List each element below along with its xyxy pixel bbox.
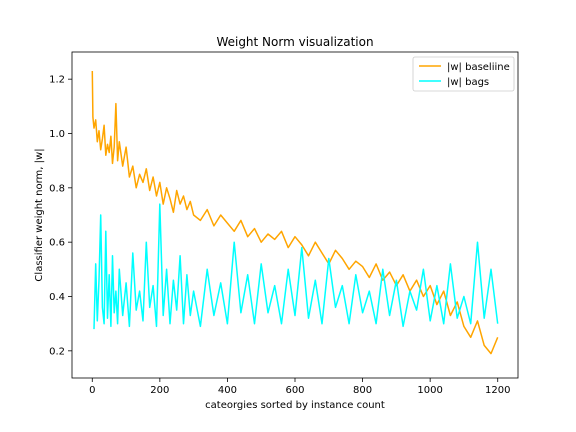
x-tick-label: 1200	[485, 385, 510, 396]
y-axis-label: Classifier weight norm, |w|	[34, 148, 45, 281]
series-line-0	[91, 70, 499, 355]
y-tick-label: 0.6	[49, 238, 65, 249]
x-tick-label: 400	[218, 385, 237, 396]
x-axis: 0 200 400 600 800 1000 1200	[89, 378, 510, 396]
chart-title: Weight Norm visualization	[216, 35, 373, 49]
y-tick-label: 0.8	[49, 183, 65, 194]
x-tick-label: 800	[353, 385, 372, 396]
y-axis: 0.2 0.4 0.6 0.8 1.0 1.2	[49, 75, 72, 357]
plot-frame	[71, 51, 519, 379]
x-axis-label: cateorgies sorted by instance count	[205, 400, 385, 411]
y-tick-label: 0.4	[49, 292, 65, 303]
legend: |w| baseliine |w| bags	[412, 56, 515, 92]
x-tick-label: 1000	[417, 385, 442, 396]
y-tick-label: 0.2	[49, 346, 65, 357]
y-tick-label: 1.2	[49, 75, 65, 86]
legend-label-bags: |w| bags	[447, 77, 489, 88]
x-tick-label: 0	[89, 385, 95, 396]
y-tick-label: 1.0	[49, 129, 65, 140]
x-tick-label: 200	[150, 385, 169, 396]
series-line-1	[93, 203, 499, 330]
x-tick-label: 600	[285, 385, 304, 396]
legend-label-baseline: |w| baseliine	[447, 62, 510, 73]
series-layer	[91, 70, 499, 355]
